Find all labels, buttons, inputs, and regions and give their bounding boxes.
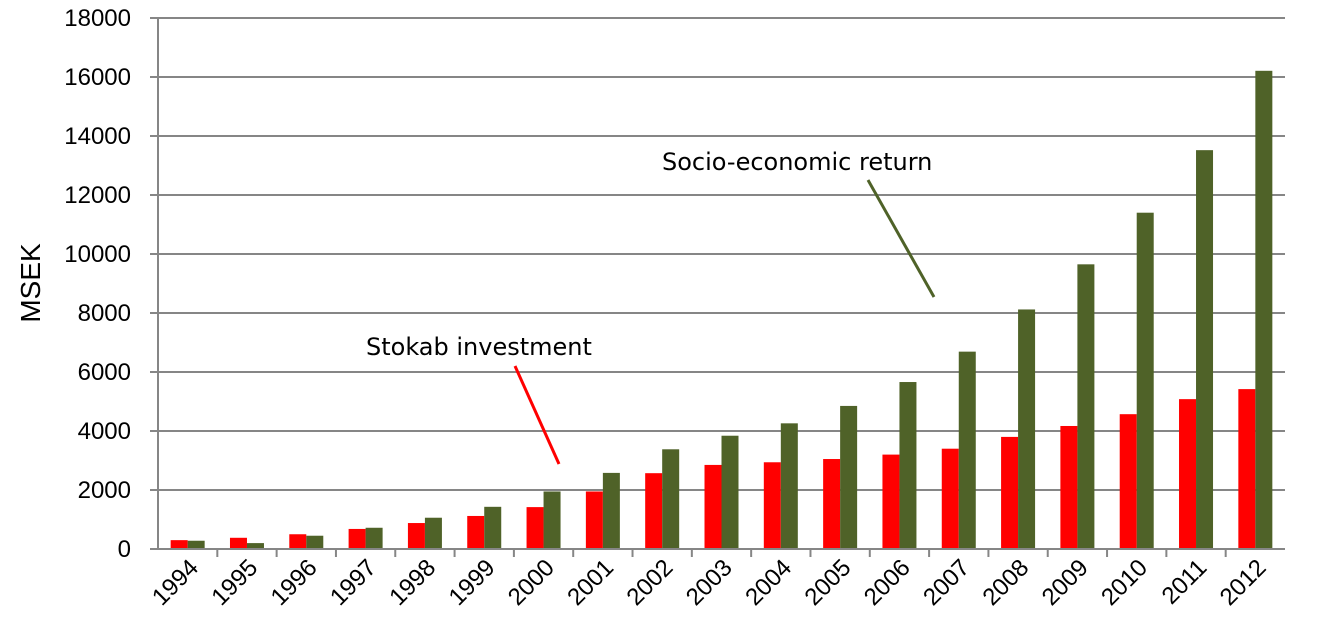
bar-socio-economic-return-2007 (958, 351, 976, 549)
bar-socio-economic-return-2005 (840, 405, 858, 549)
x-tick-label: 2003 (681, 554, 738, 611)
bar-socio-economic-return-2000 (543, 491, 561, 549)
bar-socio-economic-return-2008 (1018, 309, 1036, 549)
y-tick-label: 4000 (78, 418, 131, 445)
y-tick-label: 16000 (64, 64, 131, 91)
x-tick-label: 2002 (622, 554, 679, 611)
bar-socio-economic-return-2006 (899, 382, 917, 549)
bar-stokab-investment-1999 (467, 515, 485, 549)
bar-socio-economic-return-2009 (1077, 264, 1095, 549)
bar-stokab-investment-1998 (407, 523, 425, 549)
axes (157, 18, 1285, 550)
bars (170, 70, 1273, 550)
annotation-socio-economic-return-arrow (866, 179, 936, 298)
bar-socio-economic-return-1999 (484, 506, 502, 549)
x-tick-label: 2007 (918, 554, 975, 611)
bar-socio-economic-return-2003 (721, 435, 739, 549)
annotation-stokab-investment: Stokab investment (366, 333, 592, 465)
gridlines (158, 17, 1285, 491)
annotation-stokab-investment-text: Stokab investment (366, 333, 592, 361)
bar-socio-economic-return-2002 (662, 449, 680, 549)
x-tick-label: 1996 (266, 554, 323, 611)
annotation-socio-economic-return-text: Socio-economic return (662, 148, 932, 176)
bar-socio-economic-return-1995 (246, 543, 264, 549)
x-axis-tick-labels: 1994 1995 1996 1997 1998 1999 2000 2001 2002 2003… (147, 549, 1272, 611)
bar-stokab-investment-2002 (645, 473, 663, 549)
bar-stokab-investment-2008 (1001, 436, 1019, 549)
y-tick-label: 8000 (78, 300, 131, 327)
y-tick-label: 10000 (64, 241, 131, 268)
bar-stokab-investment-2007 (941, 448, 959, 549)
x-tick-label: 2005 (800, 554, 857, 611)
bar-socio-economic-return-1994 (187, 540, 205, 549)
y-tick-label: 2000 (78, 477, 131, 504)
x-tick-label: 2012 (1215, 554, 1272, 611)
y-tick-label: 0 (118, 536, 131, 563)
x-tick-label: 1999 (444, 554, 501, 611)
annotation-socio-economic-return: Socio-economic return (662, 148, 936, 298)
x-tick-label: 2001 (562, 554, 619, 611)
bar-stokab-investment-2012 (1238, 389, 1256, 549)
bar-stokab-investment-2003 (704, 464, 722, 549)
bar-stokab-investment-1994 (170, 540, 188, 549)
bar-socio-economic-return-2010 (1136, 212, 1154, 549)
bar-socio-economic-return-1997 (365, 527, 383, 549)
bar-stokab-investment-2006 (882, 454, 900, 549)
x-tick-label: 2011 (1157, 554, 1213, 610)
y-axis-label: MSEK (15, 243, 46, 323)
y-tick-label: 18000 (64, 5, 131, 32)
x-tick-label: 1995 (206, 554, 263, 611)
x-tick-label: 2004 (740, 554, 797, 611)
y-axis-tick-labels: 0 2000 4000 6000 8000 10000 12000 14000 16000 180… (64, 5, 158, 563)
y-tick-label: 12000 (64, 182, 131, 209)
bar-stokab-investment-2001 (585, 491, 603, 549)
x-tick-label: 1998 (384, 554, 441, 611)
x-tick-label: 2009 (1037, 554, 1094, 611)
y-tick-label: 6000 (78, 359, 131, 386)
x-tick-label: 1994 (147, 554, 204, 611)
bar-stokab-investment-2004 (763, 462, 781, 549)
bar-socio-economic-return-1998 (424, 517, 442, 549)
bar-socio-economic-return-2012 (1255, 70, 1273, 550)
bar-stokab-investment-1995 (229, 537, 247, 549)
bar-socio-economic-return-1996 (306, 535, 324, 549)
bar-stokab-investment-1996 (289, 534, 307, 549)
y-tick-label: 14000 (64, 123, 131, 150)
bar-stokab-investment-2005 (823, 459, 841, 549)
annotation-stokab-investment-arrow (513, 365, 561, 465)
x-tick-label: 2006 (859, 554, 916, 611)
bar-socio-economic-return-2001 (602, 472, 620, 549)
bar-stokab-investment-2011 (1179, 399, 1197, 549)
x-tick-label: 2010 (1096, 554, 1153, 611)
bar-stokab-investment-1997 (348, 528, 366, 549)
x-tick-label: 2008 (977, 554, 1034, 611)
bar-stokab-investment-2000 (526, 507, 544, 549)
bar-socio-economic-return-2004 (780, 423, 798, 549)
x-tick-label: 1997 (325, 554, 382, 611)
x-tick-label: 2000 (503, 554, 560, 611)
bar-socio-economic-return-2011 (1196, 150, 1214, 549)
bar-stokab-investment-2010 (1119, 414, 1137, 549)
bar-stokab-investment-2009 (1060, 425, 1078, 549)
